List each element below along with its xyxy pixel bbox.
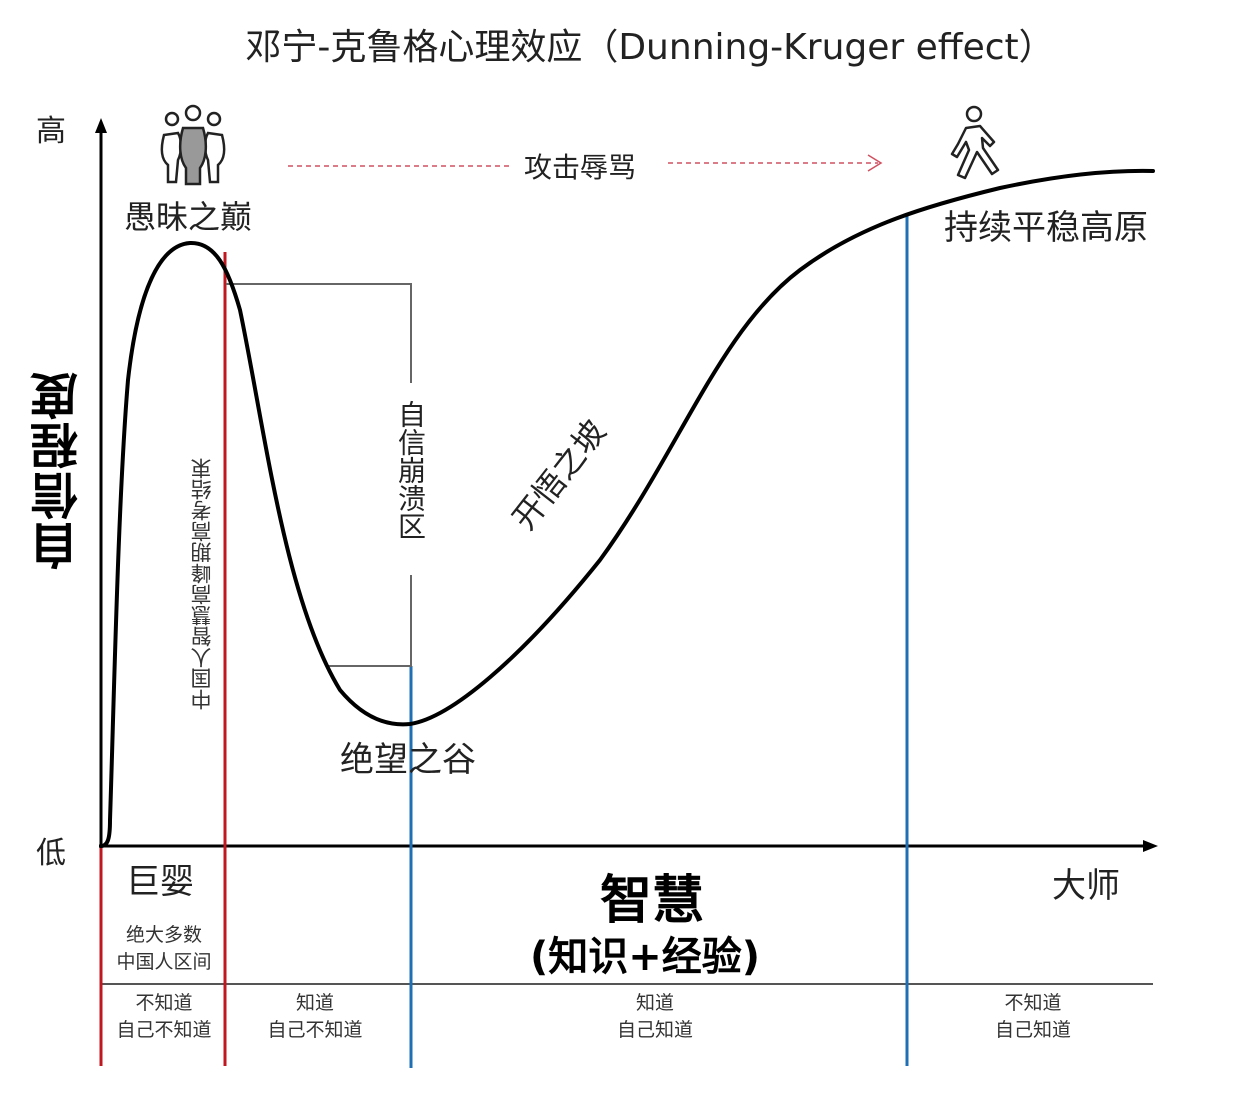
y-axis-high-label: 高 [36,114,66,149]
y-axis-title: 自信程度 [31,370,87,570]
y-axis-low-label: 低 [36,836,66,871]
quadrant-4: 不知道 自己知道 [968,990,1098,1044]
y-axis [95,118,107,848]
x-axis-title: 智慧 [600,871,705,931]
majority-line2: 中国人区间 [116,951,212,973]
quadrant-3: 知道 自己知道 [590,990,720,1044]
gaokao-label: 中国人智慧高峰期高考结束 [190,458,214,710]
quadrant-2: 知道 自己不知道 [240,990,390,1044]
attack-label: 攻击辱骂 [524,151,637,184]
walking-person-icon [950,105,1000,180]
quadrant-2-line1: 知道 [295,992,334,1014]
quadrant-4-line2: 自己知道 [994,1019,1071,1041]
collapse-bracket [226,283,412,667]
page-title: 邓宁-克鲁格心理效应（Dunning-Kruger effect） [245,27,1055,68]
quadrant-1: 不知道 自己不知道 [104,990,224,1044]
valley-label: 绝望之谷 [340,740,476,780]
confidence-curve [99,168,1155,848]
quadrant-3-line2: 自己知道 [616,1019,693,1041]
x-axis-end-label: 大师 [1052,866,1120,906]
quadrant-3-line1: 知道 [635,992,674,1014]
people-group-icon [160,104,226,186]
majority-line1: 绝大多数 [125,924,202,946]
quadrant-4-line1: 不知道 [1004,992,1062,1014]
quadrant-1-line2: 自己不知道 [116,1019,212,1041]
collapse-label: 自信崩溃区 [394,400,427,540]
x-axis-subtitle: (知识+经验) [530,934,761,980]
quadrant-1-line1: 不知道 [135,992,193,1014]
majority-note: 绝大多数 中国人区间 [104,922,224,976]
dashed-arrow [288,154,883,172]
x-axis-start-label: 巨婴 [126,862,194,902]
quadrant-2-line2: 自己不知道 [267,1019,363,1041]
plateau-label: 持续平稳高原 [944,208,1148,248]
x-axis [99,840,1158,852]
peak-label: 愚昧之巅 [124,198,253,236]
